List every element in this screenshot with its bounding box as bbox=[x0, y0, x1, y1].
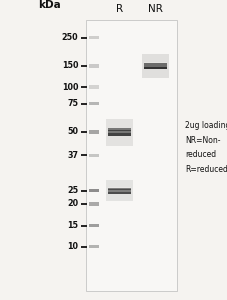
Text: 100: 100 bbox=[62, 82, 78, 91]
Text: 50: 50 bbox=[67, 128, 78, 136]
Bar bbox=[108, 188, 131, 194]
Bar bbox=[106, 118, 133, 146]
Bar bbox=[142, 54, 169, 78]
Text: 75: 75 bbox=[67, 99, 78, 108]
Text: 2ug loading: 2ug loading bbox=[185, 122, 227, 130]
Bar bbox=[144, 63, 167, 69]
Text: 150: 150 bbox=[62, 61, 78, 70]
Bar bbox=[89, 224, 99, 227]
Text: kDa: kDa bbox=[39, 1, 61, 10]
Bar bbox=[106, 180, 133, 201]
Bar bbox=[89, 36, 99, 39]
Text: 15: 15 bbox=[67, 221, 78, 230]
Text: NR=Non-: NR=Non- bbox=[185, 136, 220, 145]
Bar bbox=[89, 64, 99, 68]
Bar bbox=[86, 20, 177, 291]
Bar bbox=[108, 128, 131, 136]
Bar bbox=[89, 245, 99, 248]
Text: 10: 10 bbox=[67, 242, 78, 251]
Bar bbox=[108, 131, 131, 134]
Bar bbox=[89, 154, 99, 157]
Bar bbox=[144, 62, 167, 65]
Text: R=reduced: R=reduced bbox=[185, 165, 227, 174]
Bar bbox=[108, 128, 131, 130]
Bar bbox=[108, 190, 131, 192]
Bar bbox=[144, 65, 167, 67]
Text: NR: NR bbox=[148, 4, 163, 14]
Text: 250: 250 bbox=[62, 33, 78, 42]
Bar bbox=[108, 187, 131, 189]
Bar bbox=[89, 189, 99, 192]
Bar bbox=[89, 102, 99, 105]
Bar bbox=[89, 130, 99, 134]
Text: 20: 20 bbox=[67, 200, 78, 208]
Text: 37: 37 bbox=[67, 151, 78, 160]
Bar bbox=[89, 85, 99, 89]
Bar bbox=[89, 202, 99, 206]
Text: reduced: reduced bbox=[185, 150, 216, 159]
Text: 25: 25 bbox=[67, 186, 78, 195]
Text: R: R bbox=[116, 4, 123, 14]
